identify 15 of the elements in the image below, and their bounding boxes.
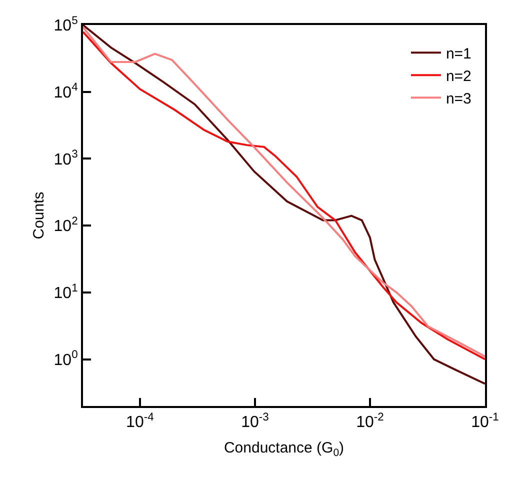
- y-tick-label: 10$^{5}$: [54, 14, 78, 35]
- y-tick-label: 10$^{1}$: [54, 282, 78, 302]
- y-axis-title: Counts: [30, 192, 48, 240]
- legend-label: n=2: [446, 68, 472, 86]
- legend-label: n=1: [446, 46, 472, 63]
- x-tick-label: 10$^{-1}$: [471, 411, 499, 432]
- y-tick-label: 10$^{4}$: [54, 82, 78, 102]
- y-tick-label: 10$^{3}$: [54, 148, 78, 168]
- x-tick-label: 10$^{-4}$: [126, 411, 154, 432]
- x-tick-label: 10$^{-2}$: [356, 411, 384, 432]
- y-tick-label: 10$^{2}$: [54, 215, 78, 236]
- legend-label: n=3: [446, 90, 472, 108]
- y-tick-label: 10$^{0}$: [54, 349, 78, 369]
- x-axis-title: Conductance (G$_{0}$): [224, 440, 344, 459]
- x-tick-label: 10$^{-3}$: [241, 411, 269, 432]
